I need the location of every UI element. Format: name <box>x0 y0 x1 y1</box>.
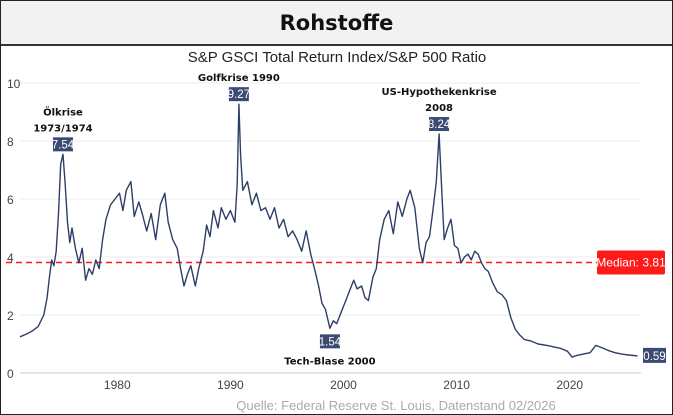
last-value-badge <box>643 347 666 363</box>
y-tick-label: 6 <box>7 193 14 207</box>
x-tick-label: 1990 <box>217 378 244 392</box>
x-tick-label: 1980 <box>104 378 131 392</box>
title-bar: Rohstoffe <box>1 1 672 46</box>
peak-value-badge <box>52 137 73 152</box>
peak-value-badge <box>319 334 340 349</box>
last-value: 0.59 <box>643 351 665 363</box>
y-tick-label: 4 <box>7 251 14 265</box>
event-annotation: Tech-Blase 2000 <box>284 356 375 367</box>
x-tick-label: 2020 <box>556 378 583 392</box>
y-tick-label: 10 <box>7 77 21 91</box>
chart-title: S&P GSCI Total Return Index/S&P 500 Rati… <box>188 49 487 66</box>
peak-value: 7.54 <box>52 139 75 151</box>
median-badge <box>597 250 665 275</box>
event-annotation: Golfkrise 1990 <box>198 73 280 84</box>
peak-value: 1.54 <box>319 336 342 348</box>
x-tick-label: 2010 <box>443 378 470 392</box>
peak-value: 8.24 <box>428 119 451 131</box>
median-label: Median: 3.81 <box>596 256 666 270</box>
event-annotation: US-Hypothekenkrise <box>382 87 497 98</box>
peak-value: 9.27 <box>228 89 250 101</box>
peak-value-badge <box>429 117 450 132</box>
y-tick-label: 2 <box>7 309 14 323</box>
x-tick-label: 2000 <box>330 378 357 392</box>
source-note: Quelle: Federal Reserve St. Louis, Daten… <box>236 398 555 413</box>
event-annotation: Ölkrise <box>43 104 83 118</box>
event-annotation: 1973/1974 <box>33 123 92 134</box>
y-tick-label: 0 <box>7 367 14 381</box>
series-line <box>19 103 638 358</box>
peak-value-badge <box>228 87 249 102</box>
page-title: Rohstoffe <box>279 10 394 35</box>
event-annotation: 2008 <box>425 103 453 114</box>
y-tick-label: 8 <box>7 135 14 149</box>
